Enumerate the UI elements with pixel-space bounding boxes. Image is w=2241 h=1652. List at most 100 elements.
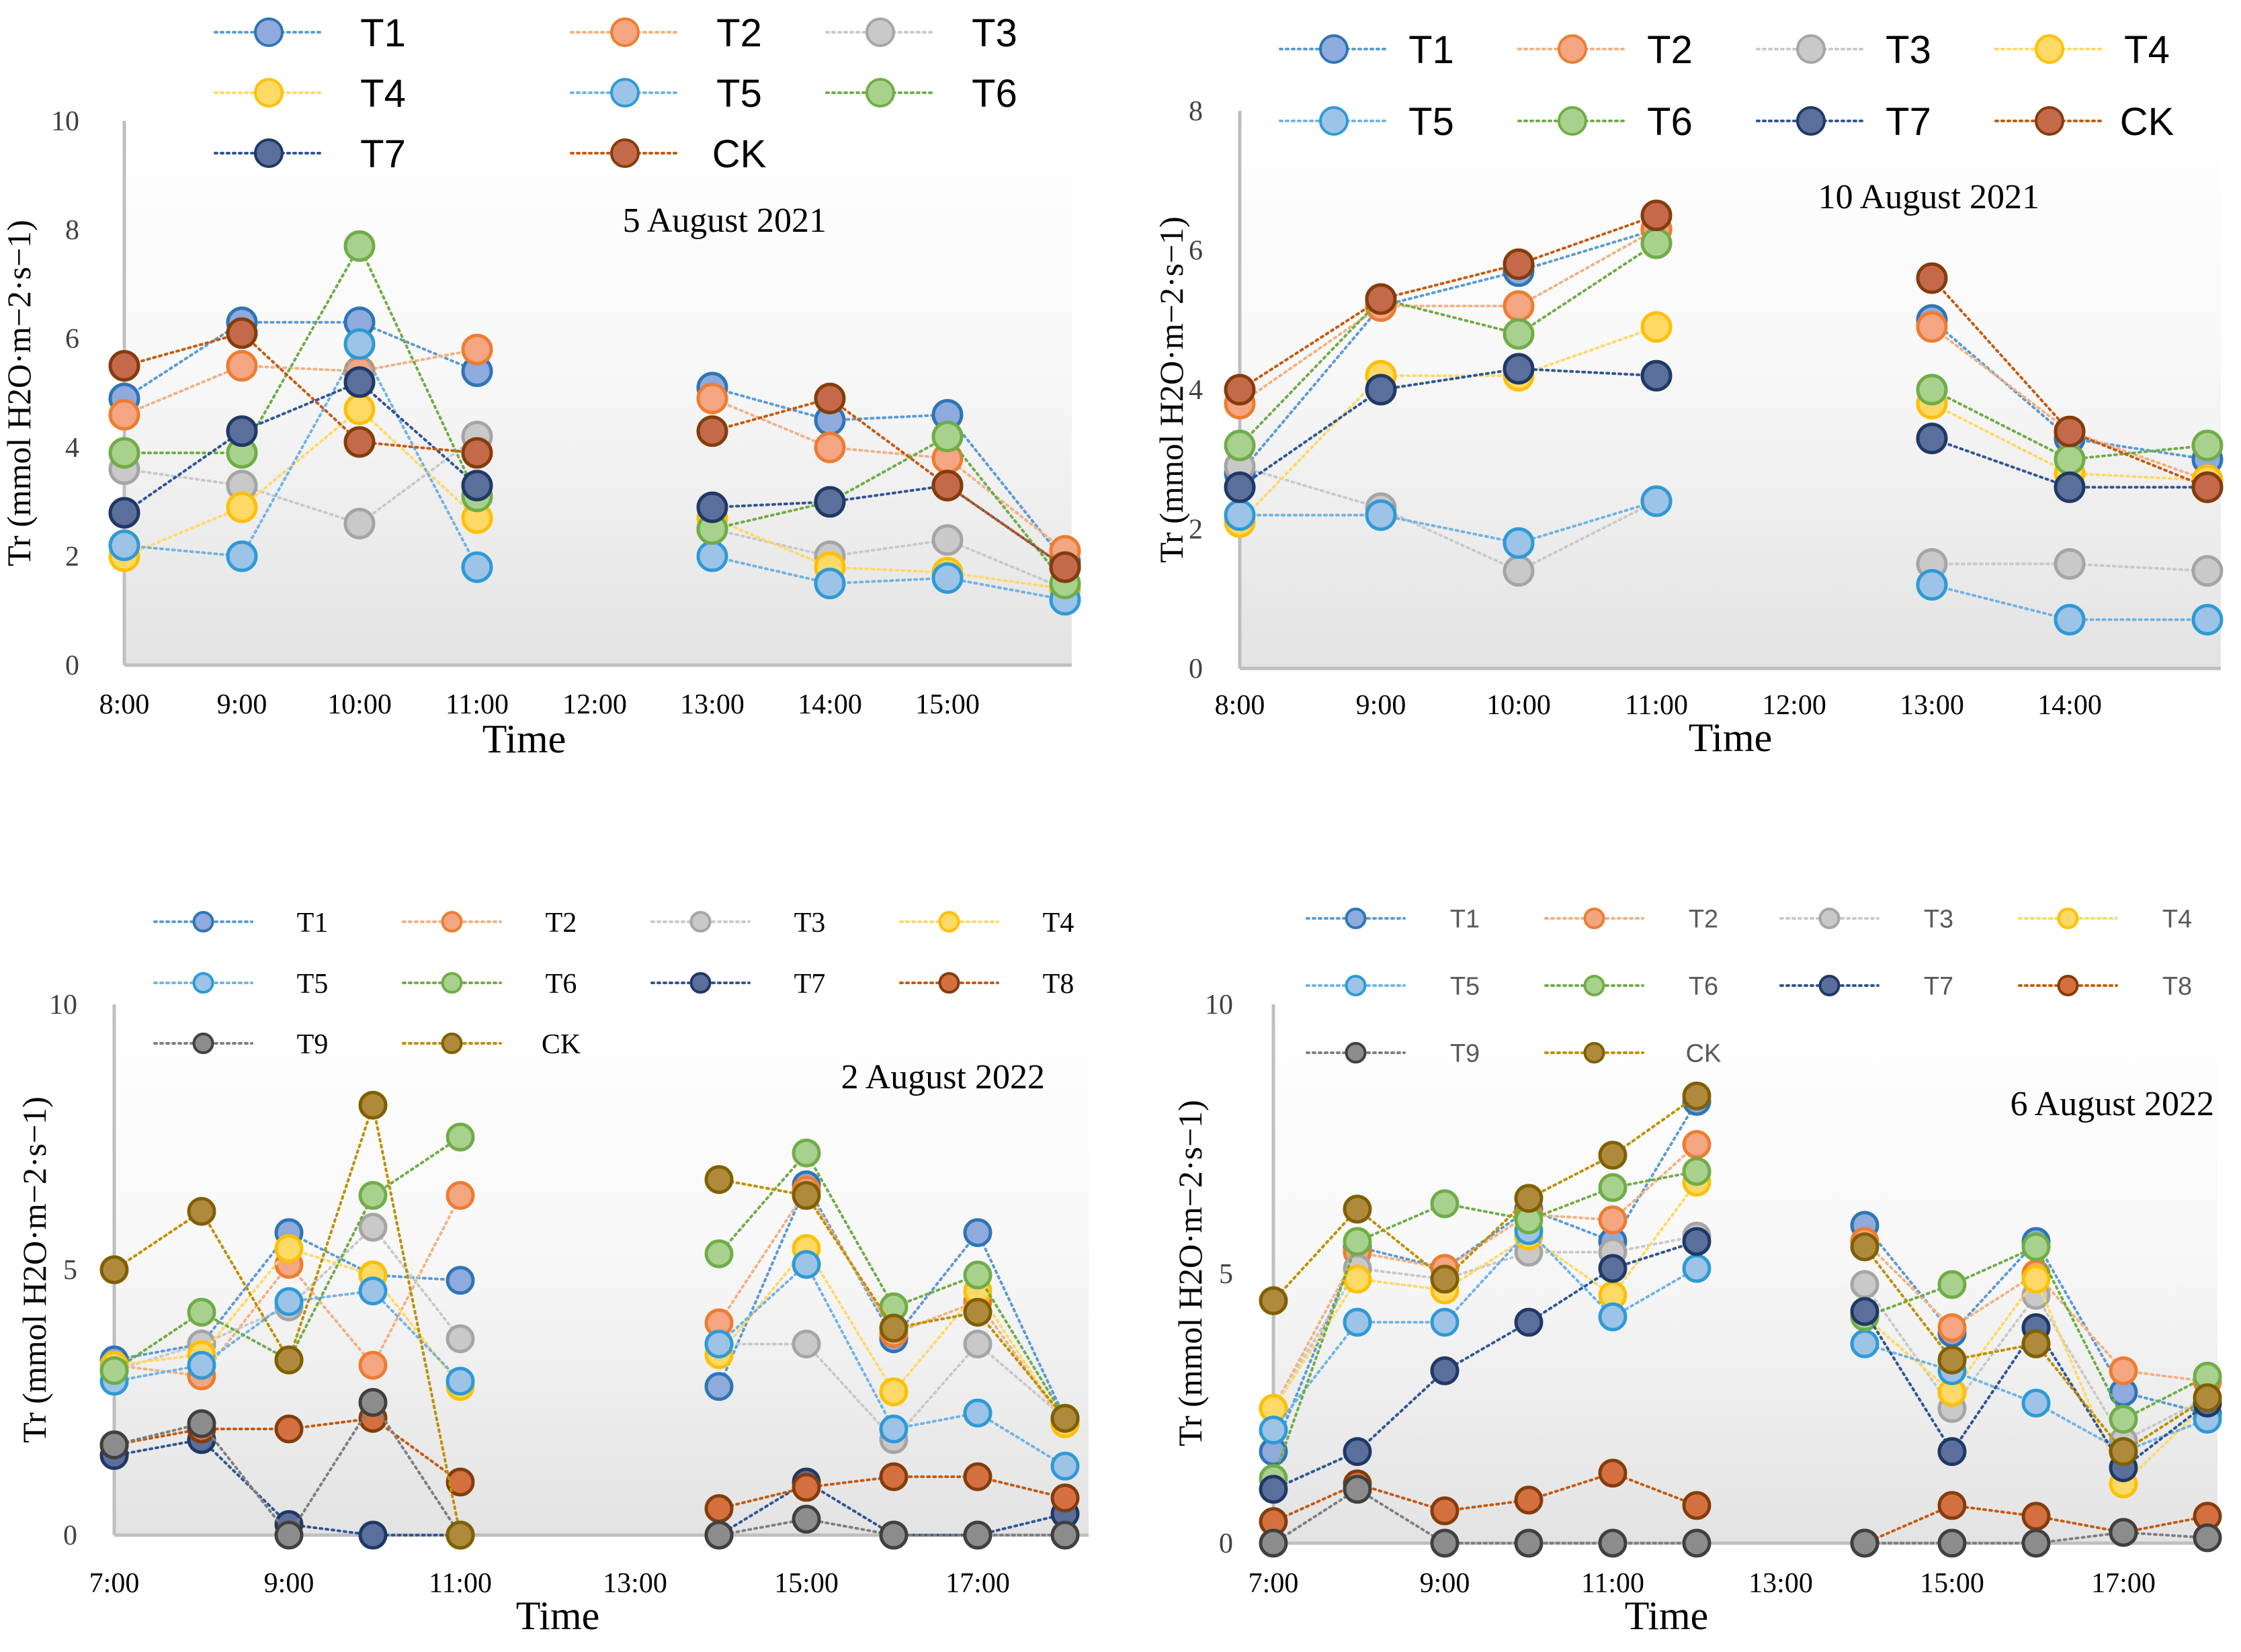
data-point (274, 1233, 304, 1263)
series-line (123, 243, 478, 498)
legend-item: T4 (214, 72, 406, 116)
data-point (963, 1260, 992, 1290)
legend-label: T4 (360, 72, 406, 116)
data-point (1430, 1264, 1460, 1294)
data-point (1049, 551, 1081, 583)
data-point (1430, 1189, 1460, 1219)
legend-marker (2057, 975, 2079, 996)
y-tick-label: 5 (1219, 1259, 1233, 1290)
data-point (187, 1297, 216, 1327)
data-point (879, 1377, 908, 1407)
series-line (123, 331, 478, 455)
data-point (1916, 569, 1948, 601)
x-tick-label: 12:00 (562, 689, 627, 720)
legend: T1 T2 T3 T4 T5 T6 T7 CK (1279, 28, 2174, 144)
legend-item: T7 (214, 132, 406, 176)
legend-label: T8 (1043, 969, 1074, 1000)
legend-marker (192, 1033, 214, 1054)
legend-label: T6 (1647, 100, 1693, 144)
legend-item: T7 (650, 969, 825, 1000)
series-line (1238, 242, 1658, 447)
data-point (2021, 1502, 2051, 1531)
data-point (1850, 1297, 1879, 1326)
series-line (123, 341, 478, 569)
series-line (711, 396, 1066, 569)
data-point (1916, 423, 1948, 455)
legend-label: T2 (546, 908, 577, 939)
data-point (446, 1266, 475, 1295)
data-point (1598, 1205, 1627, 1235)
data-point (2054, 443, 2086, 476)
data-point (1640, 485, 1673, 517)
data-point (461, 437, 493, 469)
legend-marker (254, 17, 284, 47)
legend-item: CK (1544, 1040, 1721, 1068)
data-point (814, 486, 846, 518)
legend-label: T2 (716, 11, 762, 55)
series-line (711, 386, 1066, 564)
data-point (1640, 359, 1673, 392)
data-point (1598, 1254, 1627, 1283)
legend-marker (1583, 975, 1605, 996)
data-point (1916, 311, 1948, 343)
data-point (108, 437, 140, 469)
legend: T1 T2 T3 T4 T5 T6 T7 T8 T9 CK (153, 908, 1074, 1060)
legend-item: T3 (825, 11, 1017, 55)
y-tick-label: 10 (1205, 990, 1233, 1020)
legend-item: T1 (1279, 28, 1454, 72)
legend-label: T6 (546, 969, 577, 1000)
legend-item: T3 (1756, 28, 1931, 72)
legend-label: T4 (2124, 28, 2170, 72)
data-point (461, 333, 493, 365)
x-axis-label: Time (482, 717, 566, 761)
legend-marker (254, 138, 284, 168)
data-point (108, 529, 140, 562)
data-point (1682, 1491, 1711, 1520)
data-point (1937, 1491, 1967, 1520)
legend-marker (1583, 908, 1605, 929)
legend-item: T2 (570, 11, 762, 55)
data-point (1343, 1437, 1372, 1467)
legend-label: T1 (360, 11, 406, 55)
data-point (963, 1330, 992, 1359)
legend-marker (1345, 1042, 1367, 1063)
series-line (123, 380, 478, 515)
data-point (2054, 548, 2086, 580)
legend-item: CK (570, 132, 767, 176)
data-point (1050, 1483, 1080, 1513)
data-point (879, 1520, 908, 1550)
data-point (1224, 374, 1256, 406)
legend-marker (192, 911, 214, 932)
series-line (1272, 1094, 1698, 1303)
legend-item: T5 (570, 72, 762, 116)
y-axis-label: Tr (mmol H2O·m−2·s−1) (1171, 1100, 1209, 1446)
x-tick-label: 17:00 (2091, 1568, 2156, 1599)
data-point (2109, 1518, 2138, 1547)
data-point (2193, 1523, 2222, 1553)
data-point (1503, 555, 1535, 587)
data-point (1503, 353, 1535, 385)
legend-marker (689, 972, 712, 994)
series-line (1238, 325, 1658, 524)
data-point (446, 1324, 475, 1354)
data-point (792, 1250, 821, 1279)
data-point (879, 1414, 908, 1444)
data-point (108, 398, 140, 431)
data-point (1503, 248, 1535, 280)
legend-item: T7 (1779, 973, 1953, 1001)
legend-item: T2 (402, 908, 577, 939)
legend-marker (254, 78, 284, 107)
data-point (1937, 1437, 1967, 1467)
series-line (1238, 214, 1658, 391)
legend: T1 T2 T3 T4 T5 T6 T7 T8 T9 CK (1306, 906, 2192, 1068)
data-point (1514, 1184, 1544, 1213)
data-point (1343, 1227, 1372, 1256)
legend-marker (1818, 908, 1841, 929)
data-point (1937, 1528, 1967, 1558)
x-tick-label: 10:00 (1486, 690, 1551, 721)
series-line (123, 348, 478, 417)
series-T9 (1259, 1475, 2222, 1558)
data-point (1850, 1270, 1879, 1299)
data-point (187, 1350, 216, 1380)
legend-item: T7 (1756, 100, 1931, 144)
